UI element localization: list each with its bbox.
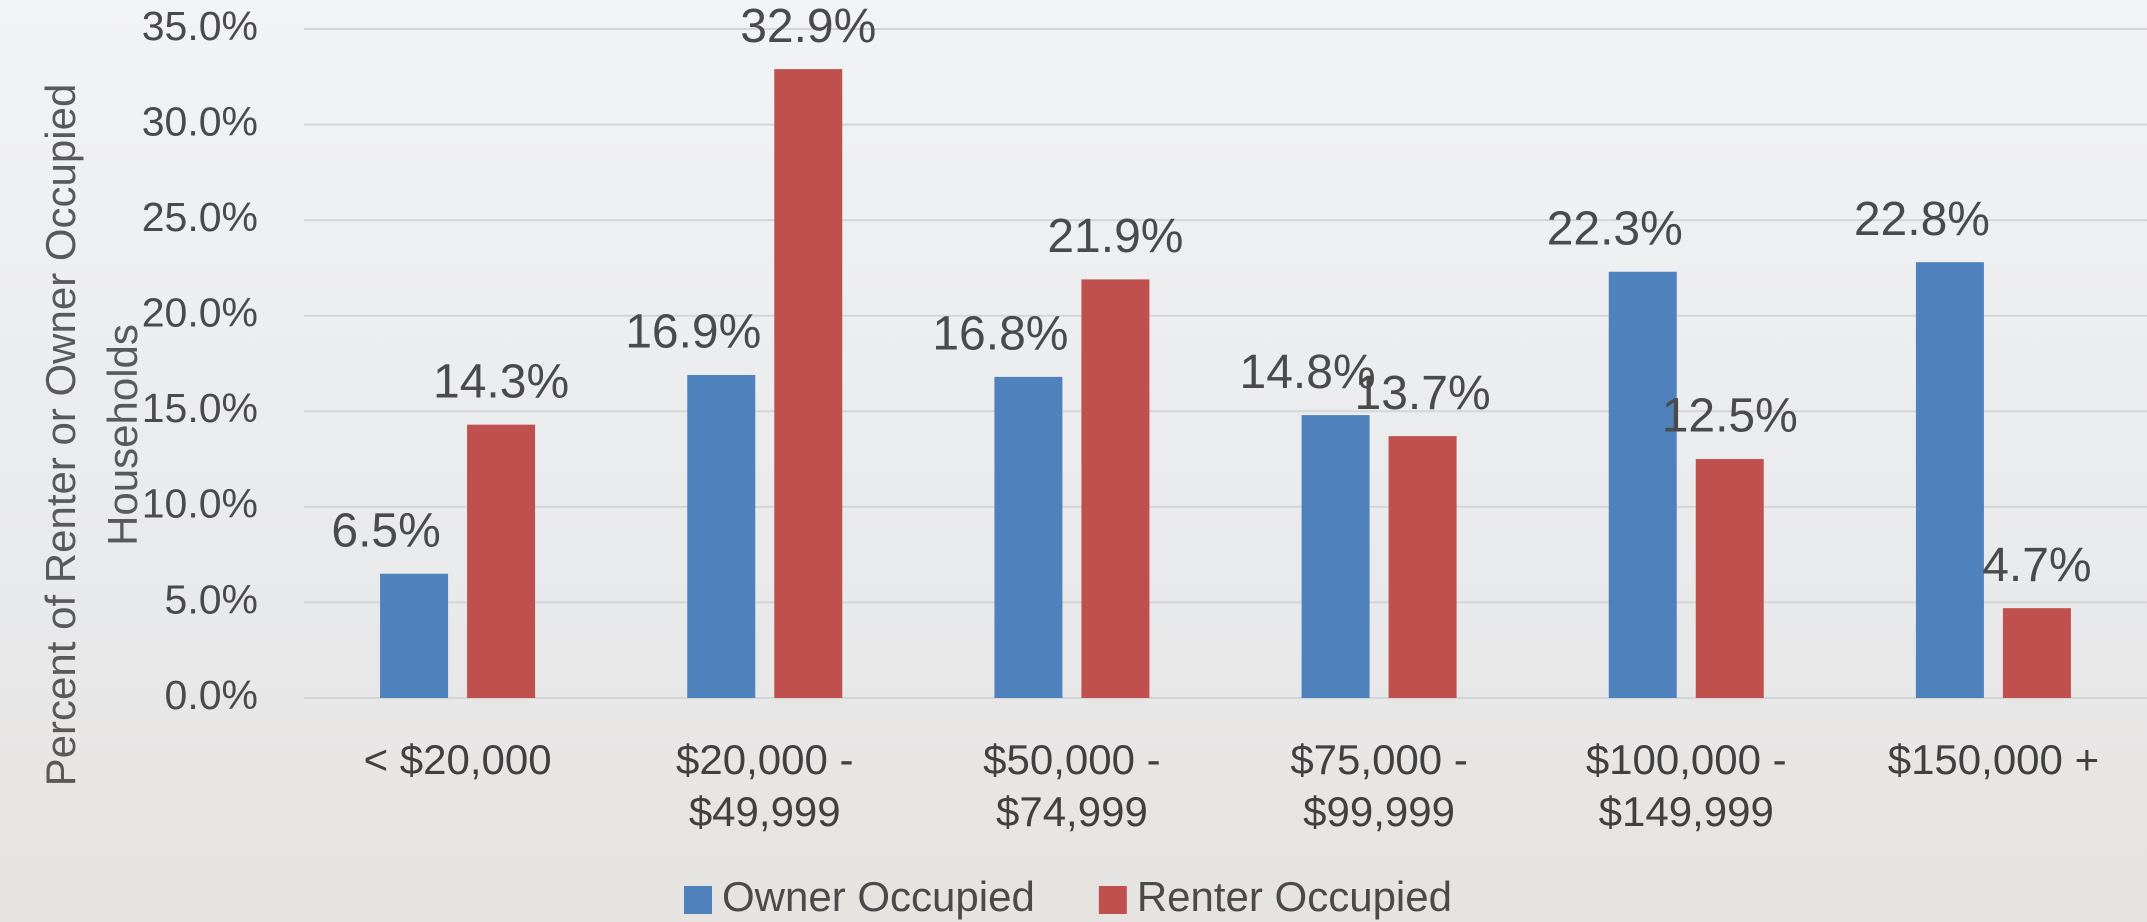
legend-label: Owner Occupied xyxy=(722,873,1035,920)
y-tick-label: 15.0% xyxy=(142,385,258,431)
data-label: 14.3% xyxy=(433,355,569,408)
data-label: 21.9% xyxy=(1047,210,1183,263)
x-tick-label: < $20,000 xyxy=(363,736,552,783)
legend-swatch xyxy=(1098,886,1127,914)
bar xyxy=(1608,271,1677,698)
x-tick-label: $50,000 - $74,999 xyxy=(983,736,1161,835)
y-tick-label: 10.0% xyxy=(142,481,258,527)
y-axis-label: Percent of Renter or Owner Occupied Hous… xyxy=(37,83,146,787)
legend-swatch xyxy=(684,886,712,914)
y-tick-label: 20.0% xyxy=(142,290,258,336)
bar xyxy=(380,573,449,698)
y-tick-label: 25.0% xyxy=(142,194,258,240)
data-label: 12.5% xyxy=(1662,390,1798,443)
x-tick-label: $75,000 - $99,999 xyxy=(1290,736,1468,835)
bar xyxy=(1388,436,1457,698)
x-tick-label: $20,000 - $49,999 xyxy=(676,736,854,835)
x-tick-label: $150,000 + xyxy=(1887,736,2100,783)
x-tick-label: $100,000 - $149,999 xyxy=(1585,736,1787,835)
legend-label: Renter Occupied xyxy=(1137,873,1452,920)
data-label: 22.8% xyxy=(1854,193,1990,246)
bar xyxy=(994,376,1063,698)
data-label: 22.3% xyxy=(1547,202,1683,255)
bar xyxy=(687,374,756,698)
y-tick-label: 0.0% xyxy=(165,672,258,718)
data-label: 16.9% xyxy=(625,306,761,359)
bar xyxy=(1915,262,1984,698)
bar xyxy=(774,69,843,698)
data-label: 32.9% xyxy=(740,0,876,53)
bar xyxy=(1081,279,1150,698)
bar xyxy=(467,424,536,698)
data-label: 13.7% xyxy=(1355,367,1491,420)
bar xyxy=(1695,459,1764,698)
y-tick-label: 5.0% xyxy=(165,576,258,622)
bar xyxy=(1301,415,1370,698)
y-tick-label: 35.0% xyxy=(142,3,258,49)
y-tick-label: 30.0% xyxy=(142,98,258,144)
data-label: 4.7% xyxy=(1982,539,2091,592)
data-label: 14.8% xyxy=(1240,346,1376,399)
bar xyxy=(2002,608,2071,698)
data-label: 16.8% xyxy=(932,308,1068,361)
data-label: 6.5% xyxy=(331,504,440,557)
